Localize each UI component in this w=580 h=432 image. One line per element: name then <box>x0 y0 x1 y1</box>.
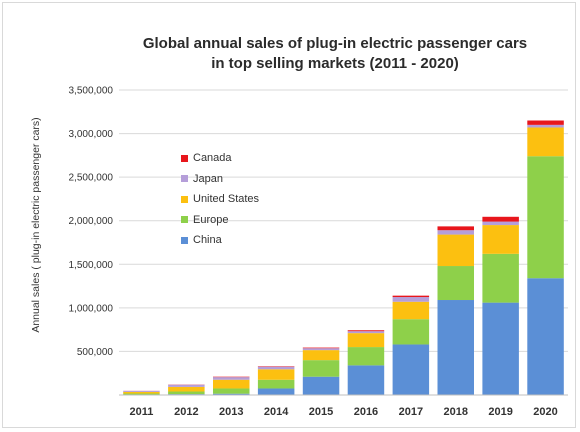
bar-segment-united-states <box>168 386 205 392</box>
legend-label-canada: Canada <box>193 152 232 165</box>
bar-segment-europe <box>527 156 564 279</box>
bar-segment-japan <box>168 384 205 387</box>
bar-segment-canada <box>437 226 474 231</box>
bar-segment-china <box>482 302 519 395</box>
legend: Canada Japan United States Europe China <box>181 148 259 251</box>
bar-segment-canada <box>482 216 519 222</box>
legend-label-china: China <box>193 234 222 247</box>
legend-swatch-china <box>181 236 188 244</box>
legend-item-china: China <box>181 230 259 251</box>
y-tick-label: 2,000,000 <box>69 216 114 227</box>
legend-swatch-united-states <box>181 195 188 203</box>
bar-segment-united-states <box>213 379 250 389</box>
bar-segment-japan <box>123 390 160 392</box>
bar-segment-united-states <box>392 301 430 320</box>
bar-segment-europe <box>257 379 295 389</box>
bar-segment-japan <box>482 221 519 226</box>
bar-segment-china <box>257 388 295 395</box>
bar-segment-japan <box>392 297 430 302</box>
legend-item-europe: Europe <box>181 210 259 231</box>
x-tick-label: 2020 <box>533 406 557 418</box>
legend-label-europe: Europe <box>193 213 229 226</box>
x-tick-label: 2016 <box>354 406 378 418</box>
bar-segment-united-states <box>482 225 519 254</box>
bar-segment-europe <box>123 393 160 395</box>
bar-segment-europe <box>347 347 385 366</box>
bar-segment-europe <box>302 360 340 377</box>
x-tick-label: 2019 <box>488 406 512 418</box>
bar-segment-united-states <box>437 234 474 267</box>
bar-segment-canada <box>527 120 564 125</box>
bar-segment-canada <box>392 295 430 298</box>
bar-segment-japan <box>302 348 340 351</box>
bar-segment-europe <box>168 391 205 395</box>
y-tick-label: 1,000,000 <box>69 303 114 314</box>
bar-segment-united-states <box>257 369 295 380</box>
chart-title-line-1: Global annual sales of plug-in electric … <box>142 35 528 52</box>
bar-segment-united-states <box>347 333 385 348</box>
bar-segment-europe <box>482 253 519 303</box>
bar-segment-europe <box>437 266 474 301</box>
legend-swatch-canada <box>181 154 188 162</box>
bar-segment-united-states <box>527 127 564 157</box>
x-tick-label: 2018 <box>444 406 468 418</box>
legend-label-japan: Japan <box>193 172 223 185</box>
legend-item-japan: Japan <box>181 169 259 190</box>
x-tick-label: 2012 <box>174 406 198 418</box>
legend-item-united-states: United States <box>181 189 259 210</box>
legend-item-canada: Canada <box>181 148 259 169</box>
bar-segment-japan <box>213 377 250 380</box>
y-tick-label: 3,000,000 <box>69 129 114 140</box>
chart-title: Global annual sales of plug-in electric … <box>100 34 570 74</box>
bar-segment-japan <box>257 366 295 370</box>
legend-swatch-japan <box>181 175 188 183</box>
bar-segment-japan <box>527 124 564 128</box>
bar-segment-europe <box>213 388 250 394</box>
bar-segment-china <box>437 300 474 395</box>
x-tick-label: 2017 <box>399 406 423 418</box>
bar-segment-china <box>392 344 430 395</box>
bar-segment-united-states <box>302 350 340 361</box>
bar-segment-united-states <box>123 391 160 394</box>
bar-segment-china <box>347 365 385 395</box>
y-tick-label: 2,500,000 <box>69 173 114 184</box>
legend-swatch-europe <box>181 216 188 224</box>
bar-segment-canada <box>347 330 385 332</box>
bar-segment-japan <box>437 230 474 235</box>
chart-frame <box>2 2 576 428</box>
legend-label-united-states: United States <box>193 193 260 206</box>
x-tick-label: 2013 <box>219 406 243 418</box>
bar-segment-china <box>302 376 340 395</box>
y-tick-label: 500,000 <box>77 347 114 358</box>
x-tick-label: 2011 <box>130 406 154 418</box>
y-tick-label: 3,500,000 <box>69 86 114 97</box>
chart-title-line-2: in top selling markets (2011 - 2020) <box>211 55 459 72</box>
x-tick-label: 2014 <box>264 406 289 418</box>
bar-segment-japan <box>347 331 385 334</box>
bar-segment-europe <box>392 319 430 345</box>
bar-segment-china <box>213 393 250 395</box>
bar-segment-canada <box>302 347 340 349</box>
y-tick-label: 1,500,000 <box>69 260 114 271</box>
x-tick-label: 2015 <box>309 406 333 418</box>
bar-segment-china <box>527 278 564 395</box>
